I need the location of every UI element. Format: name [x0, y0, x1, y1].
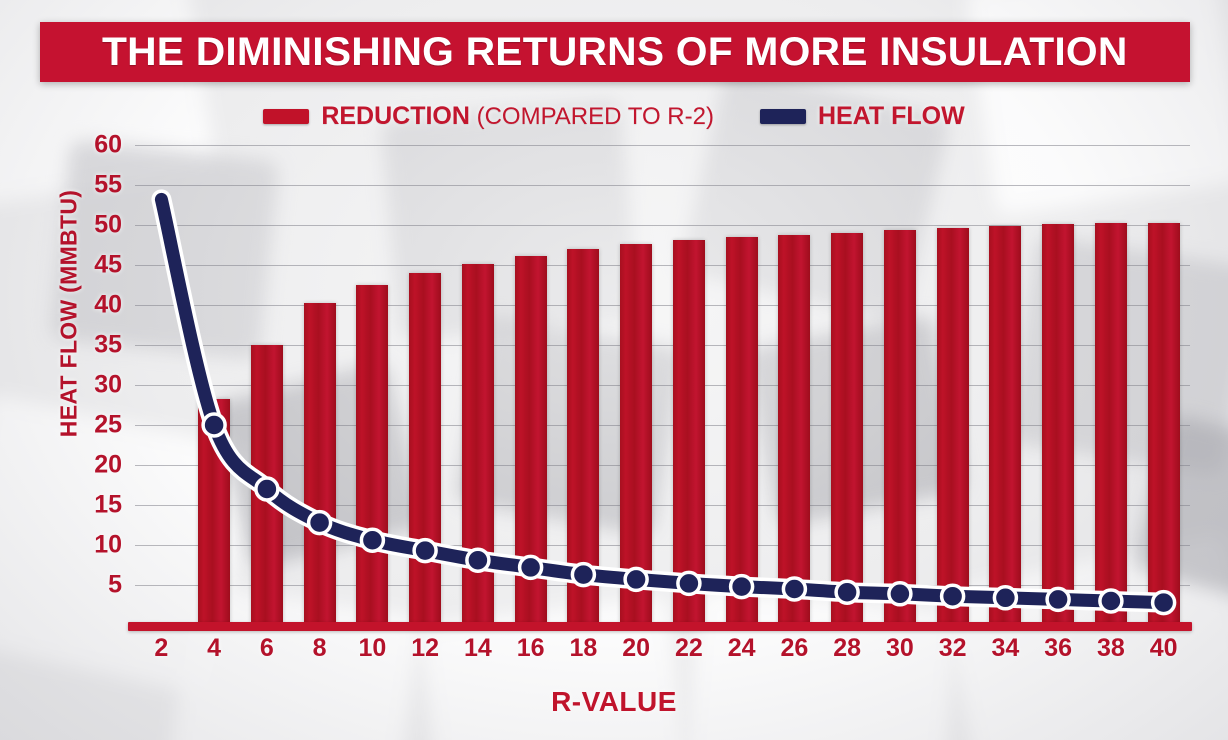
legend-item-reduction[interactable]: REDUCTION (COMPARED TO R-2) — [263, 101, 714, 130]
y-axis-ticks: 60 55 50 45 40 35 30 25 20 15 10 5 — [70, 132, 122, 630]
y-axis-tick-label: 20 — [94, 450, 122, 479]
gridline — [135, 425, 1190, 426]
legend-swatch-reduction-icon — [263, 108, 310, 124]
gridline — [135, 505, 1190, 506]
x-axis-tick-label: 16 — [516, 634, 545, 662]
bar[interactable] — [883, 229, 916, 625]
legend-label-heat-flow: HEAT FLOW — [817, 101, 965, 130]
bar[interactable] — [514, 256, 547, 625]
gridline — [135, 145, 1190, 146]
y-axis-tick-label: 5 — [108, 570, 122, 599]
y-axis-tick-label: 25 — [94, 410, 122, 439]
gridline — [135, 225, 1190, 226]
x-axis-tick-label: 26 — [780, 634, 809, 662]
x-axis-tick-label: 30 — [885, 634, 914, 662]
bar[interactable] — [778, 235, 811, 625]
bar[interactable] — [409, 273, 442, 625]
bar[interactable] — [250, 345, 283, 625]
y-axis-tick-label: 15 — [94, 490, 122, 519]
y-axis-tick-label: 10 — [94, 530, 122, 559]
bar[interactable] — [672, 240, 705, 625]
bar[interactable] — [303, 303, 336, 625]
x-axis-tick-label: 10 — [358, 634, 387, 662]
y-axis-tick-label: 45 — [94, 250, 122, 279]
y-axis-tick-label: 60 — [94, 130, 122, 159]
bar[interactable] — [1094, 223, 1127, 625]
gridline — [135, 265, 1190, 266]
gridline — [135, 345, 1190, 346]
x-axis-ticks: 2 4 6 8 10 12 14 16 18 20 22 24 26 28 30 32 34 36 38 40 — [135, 636, 1190, 670]
gridline — [135, 385, 1190, 386]
gridline — [135, 545, 1190, 546]
bar[interactable] — [831, 233, 864, 625]
gridline — [135, 465, 1190, 466]
x-axis-baseline — [128, 622, 1192, 631]
gridline — [135, 585, 1190, 586]
x-axis-tick-label: 28 — [833, 634, 862, 662]
x-axis-tick-label: 36 — [1044, 634, 1073, 662]
gridline — [135, 185, 1190, 186]
bar[interactable] — [1147, 222, 1180, 625]
x-axis-tick-label: 22 — [674, 634, 703, 662]
x-axis-tick-label: 34 — [991, 634, 1020, 662]
y-axis-tick-label: 55 — [94, 170, 122, 199]
bar[interactable] — [461, 264, 494, 625]
legend-label-reduction: REDUCTION (COMPARED TO R-2) — [321, 101, 714, 130]
x-axis-tick-label: 20 — [622, 634, 651, 662]
bar[interactable] — [1042, 224, 1075, 625]
y-axis-tick-label: 40 — [94, 290, 122, 319]
x-axis-tick-label: 12 — [411, 634, 440, 662]
x-axis-tick-label: 40 — [1149, 634, 1178, 662]
gridline — [135, 305, 1190, 306]
bar[interactable] — [989, 225, 1022, 625]
bar[interactable] — [725, 237, 758, 625]
bar[interactable] — [936, 228, 969, 625]
x-axis-tick-label: 32 — [938, 634, 967, 662]
y-axis-tick-label: 30 — [94, 370, 122, 399]
x-axis-tick-label: 2 — [154, 634, 169, 662]
legend-item-heat-flow[interactable]: HEAT FLOW — [759, 101, 965, 130]
y-axis-tick-label: 35 — [94, 330, 122, 359]
x-axis-tick-label: 8 — [312, 634, 327, 662]
y-axis-tick-label: 50 — [94, 210, 122, 239]
bar[interactable] — [567, 249, 600, 625]
x-axis-tick-label: 24 — [727, 634, 756, 662]
x-axis-tick-label: 14 — [463, 634, 492, 662]
x-axis-tick-label: 6 — [259, 634, 274, 662]
bar[interactable] — [356, 285, 389, 625]
x-axis-tick-label: 38 — [1096, 634, 1125, 662]
x-axis-tick-label: 4 — [207, 634, 222, 662]
legend-swatch-heat-flow-icon — [759, 108, 806, 124]
plot-area — [135, 145, 1190, 625]
x-axis-tick-label: 18 — [569, 634, 598, 662]
bar[interactable] — [198, 399, 231, 625]
title-bar: THE DIMINISHING RETURNS OF MORE INSULATI… — [40, 22, 1190, 82]
x-axis-title: R-VALUE — [551, 686, 677, 717]
page-title: THE DIMINISHING RETURNS OF MORE INSULATI… — [102, 30, 1128, 74]
bar[interactable] — [620, 244, 653, 625]
chart-legend: REDUCTION (COMPARED TO R-2) HEAT FLOW — [0, 96, 1228, 136]
